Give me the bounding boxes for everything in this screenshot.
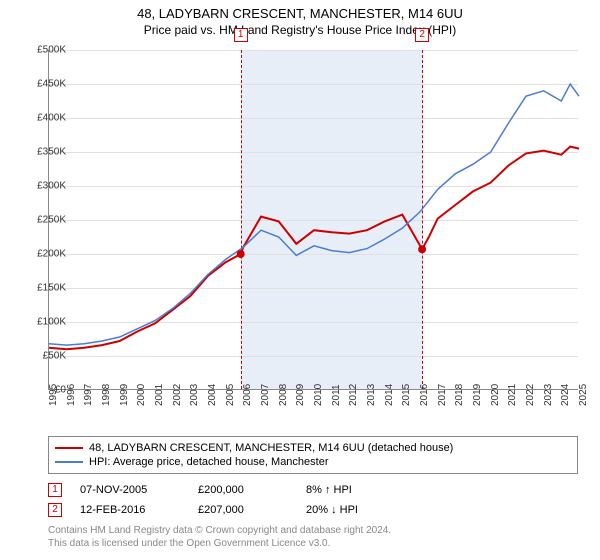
- y-axis-label: £250K: [26, 215, 66, 226]
- chart-subtitle: Price paid vs. HM Land Registry's House …: [0, 21, 600, 37]
- x-axis-label: 1999: [119, 384, 130, 406]
- x-axis-label: 2023: [543, 384, 554, 406]
- x-axis-label: 2016: [419, 384, 430, 406]
- x-axis-label: 2019: [472, 384, 483, 406]
- x-axis-label: 2001: [154, 384, 165, 406]
- sale-row: 2 12-FEB-2016 £207,000 20% ↓ HPI: [48, 500, 578, 520]
- series-line: [49, 84, 579, 345]
- legend-swatch: [55, 447, 83, 449]
- x-axis-label: 2018: [454, 384, 465, 406]
- x-axis-label: 1998: [101, 384, 112, 406]
- chart-container: 48, LADYBARN CRESCENT, MANCHESTER, M14 6…: [0, 0, 600, 560]
- y-axis-label: £50K: [26, 351, 66, 362]
- sale-price: £200,000: [198, 484, 288, 496]
- x-axis-label: 2010: [313, 384, 324, 406]
- legend-label: 48, LADYBARN CRESCENT, MANCHESTER, M14 6…: [89, 442, 453, 454]
- x-axis-label: 2020: [490, 384, 501, 406]
- x-axis-label: 2008: [278, 384, 289, 406]
- sale-point: [237, 250, 245, 258]
- plot-area: 12: [48, 50, 578, 390]
- x-axis-label: 2009: [295, 384, 306, 406]
- attribution-line2: This data is licensed under the Open Gov…: [48, 537, 578, 550]
- sale-marker-index: 1: [48, 483, 62, 497]
- chart-title: 48, LADYBARN CRESCENT, MANCHESTER, M14 6…: [0, 0, 600, 21]
- sale-hpi: 8% ↑ HPI: [306, 484, 396, 496]
- y-axis-label: £0: [26, 385, 66, 396]
- series-line: [49, 147, 579, 350]
- x-axis-label: 2006: [242, 384, 253, 406]
- sales-list: 1 07-NOV-2005 £200,000 8% ↑ HPI 2 12-FEB-2016…: [48, 480, 578, 520]
- x-axis-label: 2013: [366, 384, 377, 406]
- legend-swatch: [55, 461, 83, 463]
- sale-marker-index: 2: [48, 503, 62, 517]
- legend-item: 48, LADYBARN CRESCENT, MANCHESTER, M14 6…: [55, 441, 571, 455]
- y-axis-label: £450K: [26, 79, 66, 90]
- x-axis-label: 1997: [83, 384, 94, 406]
- x-axis-label: 2021: [507, 384, 518, 406]
- y-axis-label: £400K: [26, 113, 66, 124]
- y-axis-label: £350K: [26, 147, 66, 158]
- x-axis-label: 1995: [48, 384, 59, 406]
- x-axis-label: 2007: [260, 384, 271, 406]
- y-axis-label: £200K: [26, 249, 66, 260]
- x-axis-label: 2024: [560, 384, 571, 406]
- sale-date: 12-FEB-2016: [80, 504, 180, 516]
- line-plot: [49, 50, 578, 389]
- x-axis-label: 2003: [189, 384, 200, 406]
- x-axis-label: 2025: [578, 384, 589, 406]
- sale-row: 1 07-NOV-2005 £200,000 8% ↑ HPI: [48, 480, 578, 500]
- x-axis-label: 2014: [384, 384, 395, 406]
- x-axis-label: 2005: [225, 384, 236, 406]
- attribution: Contains HM Land Registry data © Crown c…: [48, 524, 578, 550]
- y-axis-label: £500K: [26, 45, 66, 56]
- legend-item: HPI: Average price, detached house, Manc…: [55, 455, 571, 469]
- x-axis-label: 2015: [401, 384, 412, 406]
- x-axis-label: 2000: [136, 384, 147, 406]
- legend-label: HPI: Average price, detached house, Manc…: [89, 456, 329, 468]
- y-axis-label: £300K: [26, 181, 66, 192]
- legend: 48, LADYBARN CRESCENT, MANCHESTER, M14 6…: [48, 436, 578, 474]
- sale-hpi: 20% ↓ HPI: [306, 504, 396, 516]
- x-axis-label: 1996: [66, 384, 77, 406]
- y-axis-label: £150K: [26, 283, 66, 294]
- sale-point: [418, 245, 426, 253]
- x-axis-label: 2002: [172, 384, 183, 406]
- sale-marker-box: 2: [415, 28, 429, 42]
- sale-price: £207,000: [198, 504, 288, 516]
- x-axis-label: 2012: [348, 384, 359, 406]
- y-axis-label: £100K: [26, 317, 66, 328]
- x-axis-label: 2004: [207, 384, 218, 406]
- attribution-line1: Contains HM Land Registry data © Crown c…: [48, 524, 578, 537]
- sale-marker-box: 1: [234, 28, 248, 42]
- x-axis-label: 2022: [525, 384, 536, 406]
- x-axis-label: 2011: [331, 384, 342, 406]
- sale-date: 07-NOV-2005: [80, 484, 180, 496]
- x-axis-label: 2017: [437, 384, 448, 406]
